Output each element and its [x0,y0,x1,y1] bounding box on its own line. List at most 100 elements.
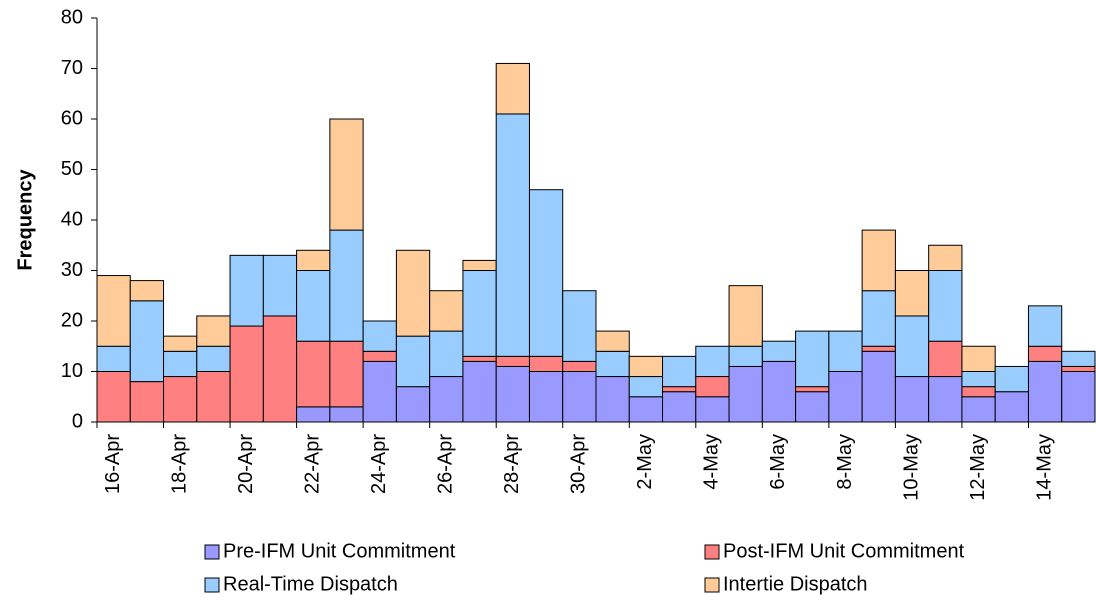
bar-segment [662,391,697,423]
bar-segment [429,376,464,423]
x-tick-label: 20-Apr [235,434,257,494]
bar-segment [196,315,231,347]
y-tick-label: 80 [61,6,83,28]
bar-segment [761,340,797,362]
bar-segment [129,280,165,302]
x-tick-label: 28-Apr [501,434,523,494]
bar-segment [129,300,165,383]
bar-segment [894,270,930,317]
bar-segment [628,355,664,378]
bar-segment [795,330,830,388]
x-tick-label: 18-Apr [168,434,190,494]
bar-segment [928,270,963,342]
bar-segment [96,345,131,372]
legend-label: Post-IFM Unit Commitment [723,540,965,562]
bar-segment [928,376,963,423]
bar-segment [329,229,364,342]
bar-segment [462,355,497,362]
bar-segment [329,340,364,408]
legend-label: Pre-IFM Unit Commitment [223,540,456,562]
bar-segment [495,62,530,115]
bar-segment [296,340,331,408]
bar-segment [795,386,830,393]
bar-segment [163,376,198,423]
bar-segment [429,330,464,378]
bar-segment [462,270,497,357]
bar-segment [928,244,963,271]
bar-segment [795,391,830,423]
bar-segment [695,345,730,378]
y-tick-label: 30 [61,259,83,281]
legend-swatch [204,544,220,560]
bar-segment [429,290,464,332]
bar-segment [495,365,530,423]
bar-segment [695,396,730,423]
bar-segment [562,360,597,372]
x-tick-label: 12-May [967,434,989,501]
bar-segment [828,371,863,423]
bar-segment [296,249,331,272]
bar-segment [894,315,930,378]
bar-segment [861,350,896,423]
bar-segment [595,330,630,352]
y-tick-label: 50 [61,158,83,180]
bar-segment [861,229,896,292]
x-tick-label: 30-Apr [568,434,590,494]
x-tick-label: 6-May [767,434,789,490]
bar-segment [96,275,131,347]
legend-swatch [704,577,720,593]
bar-segment [362,360,397,423]
bar-segment [196,345,231,372]
x-tick-label: 4-May [701,434,723,490]
x-tick-label: 16-Apr [102,434,124,494]
bar-segment [562,371,597,423]
bar-segment [462,360,497,423]
bar-segment [362,320,397,352]
bar-segment [163,350,198,378]
bar-segment [595,376,630,423]
bar-segment [129,381,165,423]
y-tick-label: 20 [61,309,83,331]
x-tick-label: 10-May [900,434,922,501]
bar-segment [96,371,131,423]
y-tick-label: 40 [61,208,83,230]
bar-segment [495,355,530,367]
bar-segment [196,371,231,423]
bar-segment [628,376,664,398]
y-tick-label: 0 [72,410,83,432]
bar-segment [329,406,364,423]
bar-segment [961,371,996,388]
bar-segment [395,386,431,423]
bar-segment [262,315,298,423]
bar-segment [262,254,298,317]
bar-segment [861,290,896,347]
bar-segment [994,391,1029,423]
bar-segment [462,259,497,271]
bar-segment [296,270,331,342]
bar-segment [528,371,564,423]
bar-segment [728,345,763,367]
bar-segment [961,345,996,372]
bar-segment [1061,365,1096,373]
legend-swatch [704,544,720,560]
bar-segment [994,365,1029,393]
bar-segment [828,330,863,373]
x-tick-label: 24-Apr [368,434,390,494]
bar-segment [595,350,630,378]
bar-segment [894,376,930,423]
bar-segment [1027,305,1063,347]
legend-swatch [204,577,220,593]
x-tick-label: 2-May [634,434,656,490]
bar-segment [329,118,364,231]
bar-segment [362,350,397,362]
y-axis-label: Frequency [14,169,36,271]
bar-segment [562,290,597,362]
bar-segment [961,396,996,423]
bar-segment [528,189,564,357]
bar-segment [662,386,697,393]
bar-segment [961,386,996,398]
legend-label: Real-Time Dispatch [223,573,398,595]
x-tick-label: 14-May [1033,434,1055,501]
bar-segment [395,335,431,388]
